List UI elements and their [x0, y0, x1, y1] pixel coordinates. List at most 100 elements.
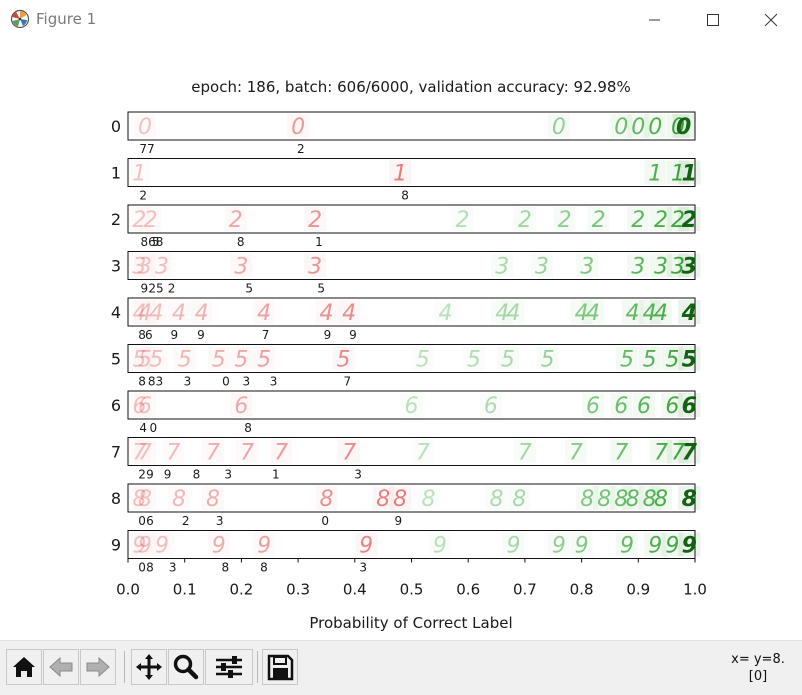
digit-sample-mark: 2	[592, 208, 606, 233]
row-label: 9	[111, 536, 121, 555]
digit-sample-mark: 0	[291, 115, 305, 140]
figure-canvas[interactable]: epoch: 186, batch: 606/6000, validation …	[0, 39, 802, 640]
zoom-icon	[173, 654, 199, 680]
digit-sample-mark: 2	[671, 208, 685, 233]
predicted-label-annotation: 9	[324, 328, 332, 342]
row-axes-frame	[127, 344, 696, 373]
digit-sample-mark: 8	[643, 487, 657, 512]
digit-sample-mark: 5	[501, 348, 515, 373]
digit-sample-shade	[315, 486, 338, 510]
digit-sample-mark: 4	[626, 301, 640, 326]
digit-row-7: 7 77 7 7 7 7 7 7 7 7 7 7 772 9 9 8 3 1 3	[111, 437, 701, 482]
maximize-icon	[707, 14, 719, 26]
maximize-button[interactable]	[684, 0, 742, 39]
home-button[interactable]	[6, 649, 42, 685]
digit-sample-mark: 8	[597, 487, 611, 512]
digit-sample-shade	[649, 207, 672, 231]
digit-sample-shade	[621, 300, 644, 324]
x-tick-label: 0.1	[173, 581, 197, 599]
row-axes-frame	[127, 437, 696, 466]
x-tick-label: 1.0	[683, 581, 707, 599]
zoom-button[interactable]	[168, 649, 204, 685]
digit-sample-mark: 0	[648, 115, 662, 140]
x-tick-label: 0.3	[286, 581, 310, 599]
digit-sample-mark: 2	[682, 208, 697, 233]
predicted-label-annotation: 5	[152, 235, 160, 249]
digit-sample-mark: 4	[507, 301, 521, 326]
digit-sample-mark: 5	[541, 348, 555, 373]
save-button[interactable]	[262, 649, 298, 685]
digit-sample-mark: 3	[495, 255, 509, 280]
predicted-label-annotation: 2	[297, 142, 305, 156]
digit-sample-mark: 5	[467, 348, 481, 373]
predicted-label-annotation: 25	[148, 282, 163, 296]
digit-sample-mark: 7	[206, 441, 220, 466]
digit-sample-shade	[627, 114, 650, 138]
digit-sample-mark: 2	[144, 208, 158, 233]
digit-sample-shade	[678, 393, 701, 417]
predicted-label-annotation: 2	[182, 514, 190, 528]
digit-sample-shade	[666, 253, 689, 278]
digit-sample-shade	[678, 486, 701, 510]
digit-sample-mark: 3	[234, 255, 248, 280]
minimize-button[interactable]	[626, 0, 684, 39]
predicted-label-annotation: 8	[146, 561, 154, 575]
digit-sample-mark: 6	[132, 394, 146, 419]
predicted-label-annotation: 0	[138, 514, 146, 528]
digit-sample-mark: 6	[637, 394, 651, 419]
digit-sample-mark: 4	[149, 301, 163, 326]
digit-sample-mark: 4	[495, 301, 509, 326]
chart-title: epoch: 186, batch: 606/6000, validation …	[191, 78, 630, 96]
predicted-label-annotation: 3	[243, 375, 251, 389]
subplots-button[interactable]	[205, 649, 253, 685]
predicted-label-annotation: 6	[146, 514, 154, 528]
close-button[interactable]	[742, 0, 800, 39]
digit-sample-mark: 4	[195, 301, 209, 326]
predicted-label-annotation: 1	[272, 468, 280, 482]
row-axes-frame	[127, 390, 696, 420]
digit-sample-shade	[644, 160, 667, 185]
digit-sample-mark: 8	[654, 487, 668, 512]
predicted-label-annotation: 8	[260, 561, 268, 575]
digit-sample-mark: 6	[682, 394, 697, 419]
row-axes-frame	[127, 251, 696, 280]
digit-sample-mark: 1	[671, 162, 685, 187]
back-button[interactable]	[43, 649, 79, 685]
predicted-label-annotation: 9	[197, 328, 205, 342]
predicted-label-annotation: 77	[139, 142, 154, 156]
digit-sample-mark: 0	[552, 115, 566, 140]
digit-sample-mark: 9	[257, 534, 271, 559]
digit-sample-mark: 9	[648, 534, 662, 559]
digit-sample-shade	[678, 346, 701, 371]
digit-sample-mark: 7	[342, 441, 356, 466]
digit-sample-shade	[649, 486, 672, 510]
digit-sample-shade	[666, 114, 689, 138]
row-label: 8	[111, 489, 121, 508]
digit-sample-mark: 8	[580, 487, 594, 512]
digit-sample-mark: 3	[138, 255, 152, 280]
digit-sample-mark: 9	[359, 534, 373, 559]
digit-row-5: 5 555 5 5 5 5 5 5 5 5 5 5 5 5 58 83 3 0 3 3 7	[111, 344, 701, 389]
predicted-label-annotation: 2	[139, 189, 147, 203]
digit-sample-mark: 9	[507, 534, 521, 559]
title-bar: Figure 1	[0, 0, 802, 39]
digit-row-1: 1 1 1 1 112 8	[111, 158, 701, 203]
pan-icon	[136, 654, 162, 680]
forward-button[interactable]	[80, 649, 116, 685]
digit-sample-mark: 6	[614, 394, 628, 419]
digit-sample-shade	[593, 486, 616, 510]
x-tick-label: 0.2	[229, 581, 253, 599]
digit-sample-shade	[661, 532, 684, 557]
digit-sample-mark: 0	[631, 115, 645, 140]
digit-sample-shade	[615, 346, 638, 371]
digit-sample-shade	[553, 207, 576, 231]
digit-sample-shade	[610, 114, 633, 138]
pan-button[interactable]	[131, 649, 167, 685]
digit-sample-shade	[332, 346, 355, 371]
digit-sample-mark: 2	[654, 208, 668, 233]
minimize-icon	[649, 19, 660, 21]
digit-sample-shade	[649, 300, 672, 324]
digit-sample-mark: 8	[512, 487, 526, 512]
